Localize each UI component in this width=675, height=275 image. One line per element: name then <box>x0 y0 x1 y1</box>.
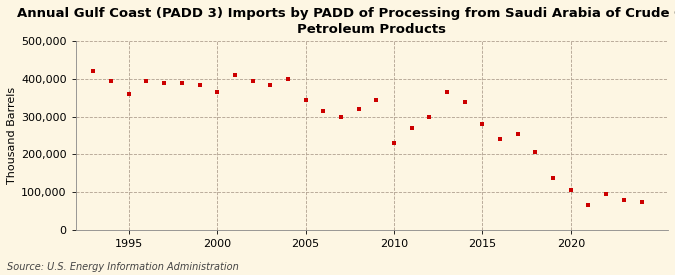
Point <box>247 79 258 83</box>
Point <box>212 90 223 94</box>
Point <box>389 141 400 145</box>
Point <box>636 199 647 204</box>
Point <box>124 92 134 96</box>
Point <box>477 122 488 127</box>
Point <box>371 98 382 102</box>
Point <box>406 126 417 130</box>
Title: Annual Gulf Coast (PADD 3) Imports by PADD of Processing from Saudi Arabia of Cr: Annual Gulf Coast (PADD 3) Imports by PA… <box>17 7 675 36</box>
Point <box>335 114 346 119</box>
Point <box>530 150 541 155</box>
Point <box>106 79 117 83</box>
Point <box>618 197 629 202</box>
Point <box>230 73 240 77</box>
Point <box>547 176 558 180</box>
Point <box>283 77 294 81</box>
Point <box>441 90 452 94</box>
Point <box>601 192 612 196</box>
Point <box>459 99 470 104</box>
Point <box>583 203 594 207</box>
Point <box>300 98 311 102</box>
Point <box>88 69 99 74</box>
Point <box>141 79 152 83</box>
Text: Source: U.S. Energy Information Administration: Source: U.S. Energy Information Administ… <box>7 262 238 272</box>
Point <box>194 82 205 87</box>
Point <box>265 82 275 87</box>
Point <box>353 107 364 111</box>
Y-axis label: Thousand Barrels: Thousand Barrels <box>7 87 17 184</box>
Point <box>176 81 187 85</box>
Point <box>566 188 576 192</box>
Point <box>512 131 523 136</box>
Point <box>159 81 169 85</box>
Point <box>318 109 329 113</box>
Point <box>495 137 506 142</box>
Point <box>424 114 435 119</box>
